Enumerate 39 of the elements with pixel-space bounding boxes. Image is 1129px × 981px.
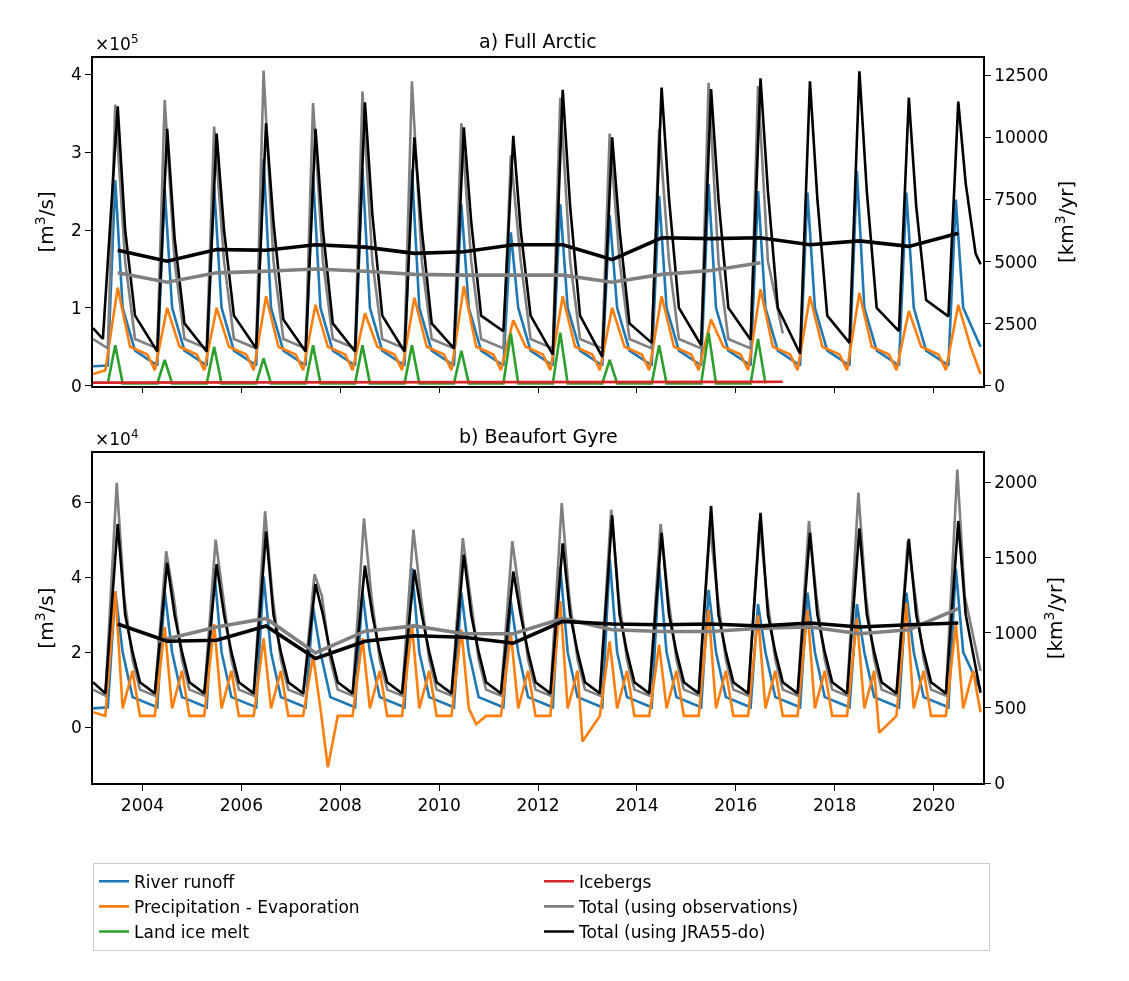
y-tick-label: 4 xyxy=(71,64,82,85)
y-tick-label: 6 xyxy=(71,492,82,513)
y-tick-label: 2 xyxy=(71,642,82,663)
y2-tick-label: 7500 xyxy=(994,189,1038,210)
x-tick-label: 2006 xyxy=(219,795,263,816)
x-tick-label: 2008 xyxy=(318,795,362,816)
y-tick-label: 4 xyxy=(71,567,82,588)
y2-tick-label: 5000 xyxy=(994,251,1038,272)
y-tick-label: 0 xyxy=(71,375,82,396)
legend-label: River runoff xyxy=(134,871,236,892)
y2-tick-label: 10000 xyxy=(994,127,1049,148)
legend-label: Total (using observations) xyxy=(578,897,799,918)
legend-label: Icebergs xyxy=(579,871,652,892)
chart-title: a) Full Arctic xyxy=(479,30,597,52)
y-tick-label: 2 xyxy=(71,219,82,240)
y2-tick-label: 1000 xyxy=(994,622,1038,643)
y2-tick-label: 500 xyxy=(994,697,1027,718)
y2-tick-label: 0 xyxy=(994,772,1005,793)
legend-label: Precipitation - Evaporation xyxy=(134,897,360,918)
text: ×10$^{5}$ xyxy=(95,32,139,55)
y-tick-label: 3 xyxy=(71,142,82,163)
y2-tick-label: 1500 xyxy=(994,547,1038,568)
chart-title: b) Beaufort Gyre xyxy=(459,425,618,447)
y-tick-label: 1 xyxy=(71,297,82,318)
x-tick-label: 2018 xyxy=(813,795,857,816)
x-tick-label: 2016 xyxy=(714,795,758,816)
x-tick-label: 2004 xyxy=(120,795,165,816)
x-tick-label: 2012 xyxy=(516,795,560,816)
y2-tick-label: 12500 xyxy=(994,65,1049,86)
y2-tick-label: 0 xyxy=(994,375,1005,396)
y-tick-label: 0 xyxy=(71,717,82,738)
legend-label: Land ice melt xyxy=(134,922,250,943)
text: ×10$^{4}$ xyxy=(95,427,139,450)
x-tick-label: 2014 xyxy=(615,795,659,816)
x-tick-label: 2020 xyxy=(911,795,956,816)
legend-label: Total (using JRA55-do) xyxy=(578,922,766,943)
x-tick-label: 2010 xyxy=(417,795,461,816)
y2-tick-label: 2000 xyxy=(994,472,1038,493)
y2-tick-label: 2500 xyxy=(994,313,1038,334)
